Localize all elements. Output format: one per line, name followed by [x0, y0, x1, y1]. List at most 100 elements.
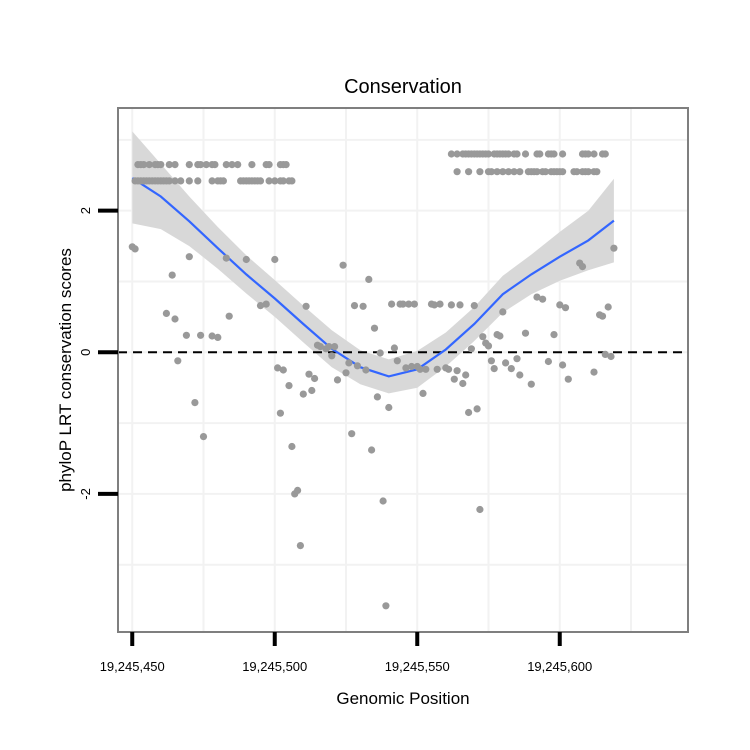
data-point	[271, 177, 279, 185]
data-point	[282, 161, 290, 169]
data-point	[171, 315, 179, 323]
data-point	[410, 300, 418, 308]
data-point	[194, 177, 202, 185]
data-point	[456, 301, 464, 309]
smooth-curve	[131, 177, 615, 378]
data-point	[536, 150, 544, 158]
data-point	[559, 150, 567, 158]
data-point	[308, 386, 316, 395]
data-point	[564, 375, 572, 383]
data-point	[348, 430, 356, 438]
data-point	[353, 362, 361, 370]
data-point	[453, 367, 461, 375]
data-point	[171, 161, 179, 169]
chart-title: Conservation	[344, 76, 462, 98]
data-point	[145, 161, 153, 169]
data-point	[499, 308, 507, 316]
data-point	[197, 161, 205, 169]
data-point	[342, 369, 350, 377]
y-tick-label: 2	[78, 207, 93, 214]
data-point	[393, 357, 401, 365]
data-point	[359, 302, 367, 310]
x-tick-label: 19,245,550	[385, 659, 450, 674]
data-point	[521, 329, 530, 337]
data-point	[550, 331, 558, 339]
data-point	[459, 379, 467, 388]
data-point	[573, 168, 581, 176]
data-point	[561, 304, 570, 312]
x-axis-title: Genomic Position	[336, 689, 469, 708]
data-point	[453, 168, 461, 176]
data-point	[271, 255, 279, 264]
data-point	[502, 359, 510, 367]
data-point	[541, 168, 550, 176]
data-point	[382, 602, 390, 610]
data-point	[476, 168, 484, 176]
data-point	[607, 352, 615, 361]
data-point	[487, 168, 495, 176]
scatter-points	[128, 150, 618, 610]
data-point	[533, 168, 541, 176]
y-tick-label: -2	[78, 488, 93, 500]
data-point	[288, 177, 296, 185]
data-point	[467, 345, 475, 353]
data-point	[345, 359, 353, 367]
data-point	[556, 301, 564, 309]
data-point	[296, 542, 304, 550]
data-point	[265, 161, 273, 169]
data-point	[265, 177, 273, 185]
data-point	[191, 399, 199, 407]
data-point	[544, 357, 553, 366]
data-point	[601, 150, 609, 158]
data-point	[222, 254, 230, 262]
data-point	[487, 357, 495, 365]
data-point	[302, 302, 310, 310]
data-point	[419, 389, 427, 397]
data-point	[202, 161, 210, 169]
y-axis: -2 0 2	[78, 207, 118, 500]
data-point	[279, 177, 287, 185]
data-point	[479, 333, 487, 341]
data-point	[465, 408, 473, 417]
data-point	[433, 365, 441, 373]
data-point	[222, 161, 230, 169]
data-point	[416, 365, 424, 373]
data-point	[365, 275, 373, 283]
data-point	[185, 177, 193, 185]
data-point	[285, 382, 293, 390]
data-point	[168, 271, 176, 279]
data-point	[262, 300, 270, 308]
data-point	[368, 446, 376, 454]
data-point	[177, 177, 185, 185]
data-point	[590, 150, 598, 158]
data-point	[559, 168, 567, 176]
data-point	[197, 331, 205, 339]
data-point	[470, 302, 478, 310]
data-point	[462, 371, 470, 379]
data-point	[299, 390, 307, 398]
data-point	[362, 366, 370, 374]
data-point	[276, 409, 284, 417]
data-point	[593, 168, 601, 176]
data-point	[436, 300, 444, 308]
confidence-band-area	[132, 131, 614, 394]
data-point	[499, 168, 507, 176]
data-point	[379, 497, 387, 505]
data-point	[256, 302, 265, 310]
data-point	[496, 332, 504, 340]
data-point	[405, 300, 413, 308]
data-point	[165, 177, 173, 185]
data-point	[208, 177, 216, 185]
data-point	[445, 365, 453, 373]
data-point	[274, 364, 282, 372]
x-tick-label: 19,245,500	[242, 659, 307, 674]
data-point	[550, 150, 558, 158]
data-point	[373, 393, 381, 401]
data-point	[507, 365, 515, 373]
y-axis-title: phyloP LRT conservation scores	[56, 248, 75, 492]
data-point	[516, 168, 524, 176]
data-point	[476, 505, 484, 514]
data-point	[234, 161, 242, 169]
data-point	[214, 333, 222, 341]
